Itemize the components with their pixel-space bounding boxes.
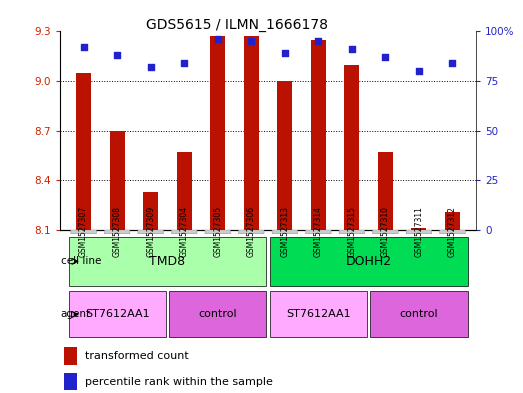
Point [146, 64, 155, 70]
Point [415, 68, 423, 74]
FancyBboxPatch shape [370, 291, 468, 337]
Text: GSM1527313: GSM1527313 [280, 206, 289, 257]
Bar [64, 347, 77, 365]
Bar [177, 152, 192, 230]
FancyBboxPatch shape [69, 291, 166, 337]
Text: DOHH2: DOHH2 [346, 255, 392, 268]
Text: percentile rank within the sample: percentile rank within the sample [85, 377, 273, 387]
Text: GSM1527310: GSM1527310 [381, 206, 390, 257]
Text: GSM1527314: GSM1527314 [314, 206, 323, 257]
Point [448, 60, 457, 66]
Text: control: control [400, 309, 438, 320]
FancyBboxPatch shape [305, 230, 331, 234]
FancyBboxPatch shape [138, 230, 163, 234]
FancyBboxPatch shape [169, 291, 266, 337]
Bar [244, 37, 259, 230]
Text: agent: agent [61, 309, 91, 320]
Text: transformed count: transformed count [85, 351, 189, 361]
FancyBboxPatch shape [440, 230, 465, 234]
Bar [277, 81, 292, 230]
Text: GSM1527306: GSM1527306 [247, 206, 256, 257]
Point [79, 44, 88, 50]
Text: ST7612AA1: ST7612AA1 [85, 309, 150, 320]
Point [348, 46, 356, 52]
FancyBboxPatch shape [105, 230, 130, 234]
Point [113, 52, 121, 59]
Point [314, 38, 323, 44]
FancyBboxPatch shape [238, 230, 264, 234]
Text: GSM1527304: GSM1527304 [180, 206, 189, 257]
Bar [210, 37, 225, 230]
Bar [64, 373, 77, 391]
Bar [311, 40, 326, 230]
Text: GSM1527315: GSM1527315 [347, 206, 356, 257]
Text: cell line: cell line [61, 256, 101, 266]
FancyBboxPatch shape [373, 230, 398, 234]
Point [381, 54, 390, 61]
Point [281, 50, 289, 57]
Point [247, 38, 255, 44]
Point [180, 60, 188, 66]
FancyBboxPatch shape [339, 230, 365, 234]
FancyBboxPatch shape [270, 291, 367, 337]
Text: GSM1527312: GSM1527312 [448, 206, 457, 257]
FancyBboxPatch shape [270, 237, 468, 286]
Bar [378, 152, 393, 230]
Bar [344, 64, 359, 230]
Text: GSM1527309: GSM1527309 [146, 206, 155, 257]
Text: TMD8: TMD8 [150, 255, 186, 268]
Bar [412, 228, 426, 230]
FancyBboxPatch shape [172, 230, 197, 234]
Bar [143, 192, 158, 230]
FancyBboxPatch shape [71, 230, 96, 234]
Text: ST7612AA1: ST7612AA1 [286, 309, 350, 320]
Text: control: control [198, 309, 237, 320]
Text: GSM1527311: GSM1527311 [414, 206, 424, 257]
Bar [76, 73, 91, 230]
FancyBboxPatch shape [69, 237, 266, 286]
FancyBboxPatch shape [205, 230, 231, 234]
Text: GSM1527307: GSM1527307 [79, 206, 88, 257]
Text: GDS5615 / ILMN_1666178: GDS5615 / ILMN_1666178 [146, 18, 328, 32]
FancyBboxPatch shape [406, 230, 431, 234]
FancyBboxPatch shape [272, 230, 298, 234]
Text: GSM1527305: GSM1527305 [213, 206, 222, 257]
Bar [445, 212, 460, 230]
Bar [110, 131, 124, 230]
Text: GSM1527308: GSM1527308 [112, 206, 122, 257]
Point [213, 36, 222, 42]
